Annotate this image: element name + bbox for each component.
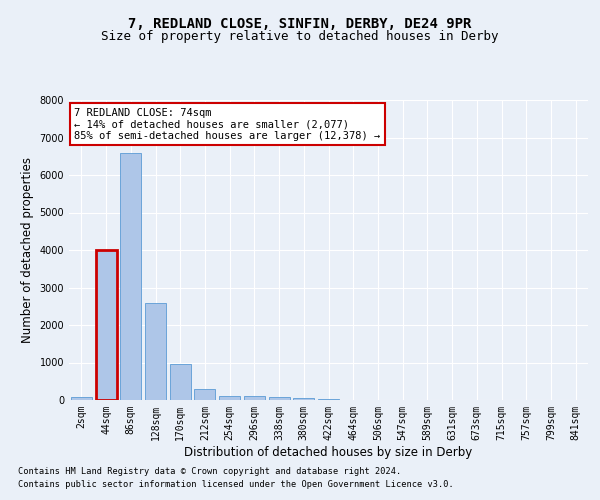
Bar — [269, 396, 290, 400]
Text: Contains HM Land Registry data © Crown copyright and database right 2024.: Contains HM Land Registry data © Crown c… — [18, 467, 401, 476]
Y-axis label: Number of detached properties: Number of detached properties — [21, 157, 34, 343]
Text: Size of property relative to detached houses in Derby: Size of property relative to detached ho… — [101, 30, 499, 43]
Bar — [219, 396, 240, 400]
Bar — [120, 152, 141, 400]
X-axis label: Distribution of detached houses by size in Derby: Distribution of detached houses by size … — [184, 446, 473, 458]
Bar — [95, 250, 116, 400]
Bar — [244, 396, 265, 400]
Bar — [170, 364, 191, 400]
Bar — [194, 389, 215, 400]
Bar — [293, 398, 314, 400]
Text: 7 REDLAND CLOSE: 74sqm
← 14% of detached houses are smaller (2,077)
85% of semi-: 7 REDLAND CLOSE: 74sqm ← 14% of detached… — [74, 108, 380, 140]
Text: Contains public sector information licensed under the Open Government Licence v3: Contains public sector information licen… — [18, 480, 454, 489]
Text: 7, REDLAND CLOSE, SINFIN, DERBY, DE24 9PR: 7, REDLAND CLOSE, SINFIN, DERBY, DE24 9P… — [128, 18, 472, 32]
Bar — [145, 302, 166, 400]
Bar — [318, 399, 339, 400]
Bar — [71, 397, 92, 400]
